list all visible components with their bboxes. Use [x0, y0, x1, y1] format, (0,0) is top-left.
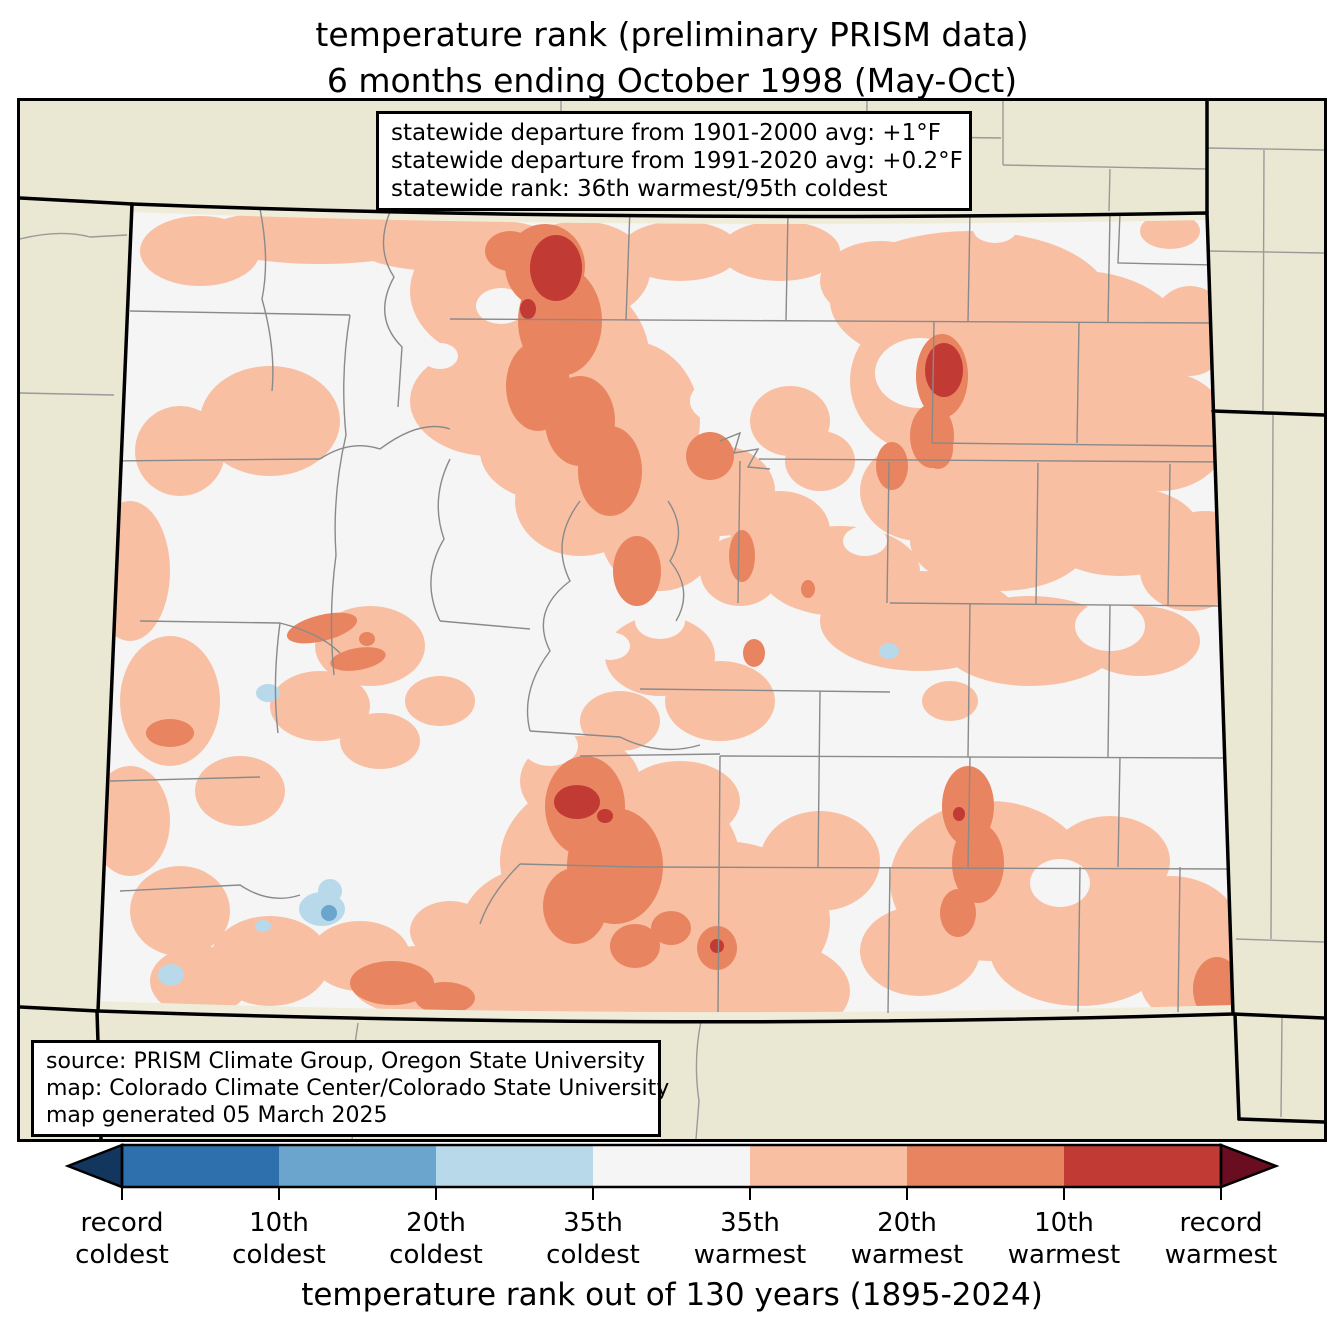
title-line-1: temperature rank (preliminary PRISM data…: [315, 15, 1029, 54]
colorbar-segments: [122, 1145, 1221, 1187]
rank-20th-coldest-blobs: [321, 905, 337, 921]
tick-label-record-warmest-1: record: [1179, 1208, 1262, 1238]
tick-label-record-coldest-2: coldest: [75, 1240, 169, 1270]
tick-label-35th-warmest-1: 35th: [720, 1208, 780, 1238]
tick-label-record-coldest-1: record: [80, 1208, 163, 1238]
tick-label-record-warmest-2: warmest: [1165, 1240, 1278, 1270]
statistics-box: statewide departure from 1901-2000 avg: …: [376, 111, 972, 211]
tick-label-10th-warmest-1: 10th: [1034, 1208, 1094, 1238]
stat-line-2: statewide departure from 1991-2020 avg: …: [391, 148, 963, 174]
tick-label-10th-coldest-2: coldest: [232, 1240, 326, 1270]
colorbar-tick-labels: record coldest 10th coldest 20th coldest…: [75, 1208, 1277, 1270]
colorbar-seg-10th-coldest: [122, 1145, 279, 1187]
neighbor-county-lines: [20, 101, 1324, 1139]
source-box: source: PRISM Climate Group, Oregon Stat…: [31, 1040, 670, 1137]
nodata-strips: [98, 204, 1233, 1022]
colorbar-ticks: [121, 1187, 1222, 1200]
colorbar-seg-neutral: [593, 1145, 750, 1187]
colorado-county-lines: [103, 206, 1228, 1014]
stat-line-3: statewide rank: 36th warmest/95th coldes…: [391, 176, 888, 202]
tick-label-20th-coldest-2: coldest: [389, 1240, 483, 1270]
colorbar-legend: record coldest 10th coldest 20th coldest…: [64, 1143, 1280, 1313]
rank-10th-warmest-blobs: [520, 235, 965, 953]
stat-line-1: statewide departure from 1901-2000 avg: …: [391, 120, 941, 146]
tick-label-20th-warmest-2: warmest: [851, 1240, 964, 1270]
colorbar-seg-20th-warmest: [907, 1145, 1064, 1187]
rank-neutral-holes: [422, 215, 1145, 907]
tick-label-10th-warmest-2: warmest: [1008, 1240, 1121, 1270]
colorbar-outline: [120, 1143, 1223, 1189]
colorbar-seg-20th-coldest: [279, 1145, 436, 1187]
colorbar-arrow-record-coldest: [64, 1143, 124, 1189]
tick-label-20th-warmest-1: 20th: [877, 1208, 937, 1238]
page-title: temperature rank (preliminary PRISM data…: [0, 12, 1344, 104]
colorbar-seg-35th-warmest: [750, 1145, 907, 1187]
tick-label-35th-coldest-2: coldest: [546, 1240, 640, 1270]
tick-label-35th-coldest-1: 35th: [563, 1208, 623, 1238]
colorado-map: [20, 101, 1324, 1139]
tick-label-20th-coldest-1: 20th: [406, 1208, 466, 1238]
source-line-2: map: Colorado Climate Center/Colorado St…: [46, 1076, 670, 1101]
legend-title: temperature rank out of 130 years (1895-…: [301, 1277, 1043, 1313]
tick-label-10th-coldest-1: 10th: [249, 1208, 309, 1238]
colorbar-arrow-record-warmest: [1219, 1143, 1280, 1189]
title-line-2: 6 months ending October 1998 (May-Oct): [326, 61, 1018, 100]
source-line-3: map generated 05 March 2025: [46, 1103, 388, 1128]
colorbar-seg-10th-warmest: [1064, 1145, 1221, 1187]
map-frame: [17, 98, 1327, 1142]
tick-label-35th-warmest-2: warmest: [694, 1240, 807, 1270]
colorbar-seg-35th-coldest: [436, 1145, 593, 1187]
source-line-1: source: PRISM Climate Group, Oregon Stat…: [46, 1049, 646, 1074]
